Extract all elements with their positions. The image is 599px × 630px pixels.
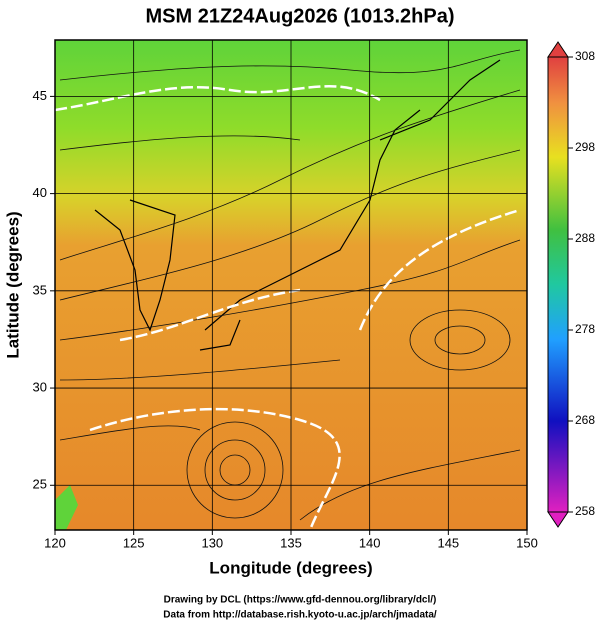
colorbar [547,56,569,513]
x-tick-label: 145 [437,535,459,550]
credit: Drawing by DCL (https://www.gfd-dennou.o… [164,595,437,606]
x-tick-label: 140 [359,535,381,550]
x-tick-label: 125 [123,535,145,550]
colorbar-under [547,511,569,528]
colorbar-over [547,41,569,58]
y-tick-label: 45 [33,88,47,103]
colorbar-tick-label: 308 [575,49,595,63]
x-axis-label: Longitude (degrees) [209,558,372,577]
colorbar-tick-label: 268 [575,413,595,427]
taiwan [55,485,78,530]
y-tick-label: 30 [33,379,47,394]
y-axis-label: Latitude (degrees) [3,211,22,358]
title: MSM 21Z24Aug2026 (1013.2hPa) [145,5,454,27]
colorbar-tick-label: 288 [575,231,595,245]
y-tick-label: 25 [33,477,47,492]
colorbar-tick-label: 278 [575,322,595,336]
x-tick-label: 130 [201,535,223,550]
x-tick-label: 135 [280,535,302,550]
y-tick-label: 40 [33,185,47,200]
credit: Data from http://database.rish.kyoto-u.a… [163,610,437,621]
y-tick-label: 35 [33,282,47,297]
coastlines [94,59,501,351]
isobars [55,85,521,530]
colorbar-tick-label: 298 [575,140,595,154]
x-tick-label: 150 [516,535,538,550]
x-tick-label: 120 [44,535,66,550]
colorbar-tick-label: 258 [575,504,595,518]
